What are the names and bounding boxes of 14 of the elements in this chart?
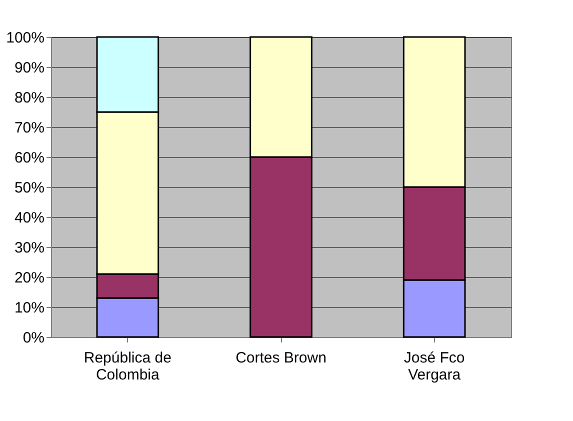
y-tick-label: 70% bbox=[14, 120, 44, 136]
y-tick-label: 0% bbox=[22, 330, 44, 346]
y-tick-label: 50% bbox=[14, 180, 44, 196]
y-tick-label: 60% bbox=[14, 150, 44, 166]
x-tick-label: Cortes Brown bbox=[236, 350, 326, 366]
y-tick-label: 40% bbox=[14, 210, 44, 226]
y-tick-label: 10% bbox=[14, 300, 44, 316]
y-tick-label: 80% bbox=[14, 90, 44, 106]
y-tick-label: 20% bbox=[14, 270, 44, 286]
x-tick-label: José Fco Vergara bbox=[404, 350, 465, 384]
y-tick-label: 90% bbox=[14, 60, 44, 76]
y-tick-label: 100% bbox=[6, 30, 44, 46]
x-tick-label: República de Colombia bbox=[84, 350, 172, 384]
y-tick-label: 30% bbox=[14, 240, 44, 256]
